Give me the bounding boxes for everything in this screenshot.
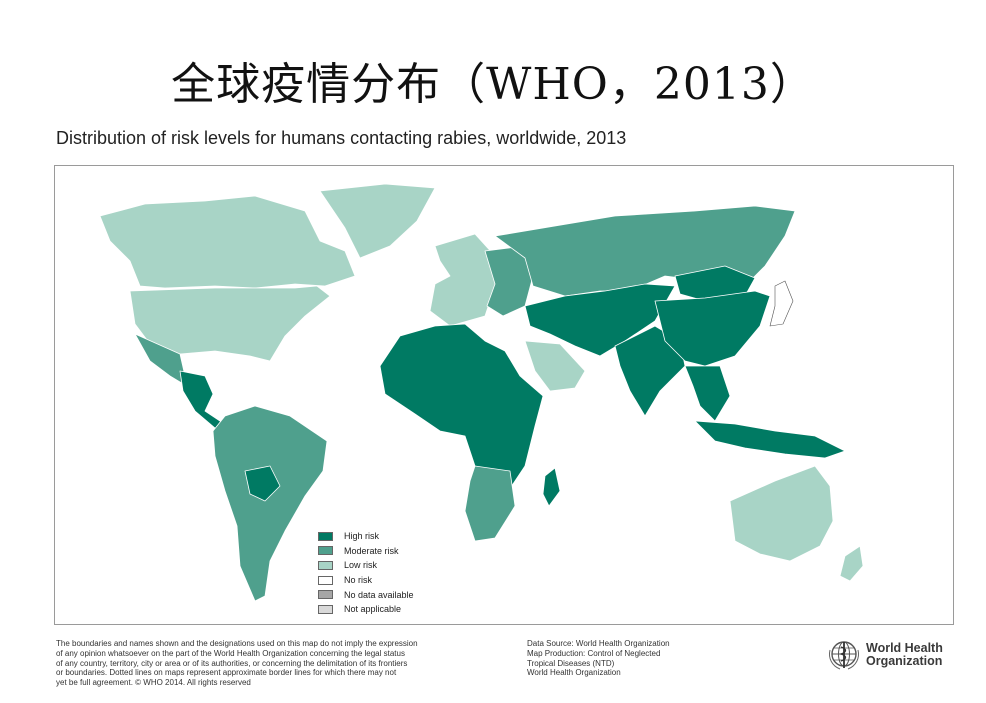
region-middle-east-central-asia xyxy=(524,283,676,357)
legend-label: Low risk xyxy=(344,560,378,571)
credits-line: Map Production: Control of Neglected xyxy=(527,648,661,658)
legend-label: No data available xyxy=(344,589,414,600)
who-logo-line2: Organization xyxy=(866,654,943,668)
legend-swatch-high-risk xyxy=(318,531,333,541)
disclaimer-line: of any country, territory, city or area … xyxy=(56,658,408,668)
legend-label: High risk xyxy=(344,531,380,542)
region-china xyxy=(654,290,771,367)
credits-line: Tropical Diseases (NTD) xyxy=(527,658,615,668)
data-source-credits: Data Source: World Health Organization M… xyxy=(527,639,767,678)
region-greenland xyxy=(319,183,436,259)
region-arabian-peninsula xyxy=(524,340,586,392)
legend-item: Moderate risk xyxy=(318,544,414,559)
disclaimer-line: of any opinion whatsoever on the part of… xyxy=(56,648,405,658)
slide-title: 全球疫情分布（WHO，2013） xyxy=(171,59,815,110)
legend-swatch-low-risk xyxy=(318,560,333,570)
world-map-canvas xyxy=(99,183,864,602)
legend-label: Not applicable xyxy=(344,604,402,615)
legend-item: Low risk xyxy=(318,558,414,573)
legend-label: No risk xyxy=(344,575,373,586)
region-central-america xyxy=(179,370,228,429)
legend-swatch-not-applicable xyxy=(318,604,333,614)
legend-swatch-no-data xyxy=(318,590,333,600)
map-title: Distribution of risk levels for humans c… xyxy=(56,128,627,148)
region-japan xyxy=(769,280,794,327)
region-africa xyxy=(379,323,544,497)
who-emblem-icon xyxy=(829,641,859,670)
disclaimer-line: yet be full agreement. © WHO 2014. All r… xyxy=(56,678,251,688)
legend-item: No risk xyxy=(318,573,414,588)
map-legend: High risk Moderate risk Low risk No risk… xyxy=(318,529,414,617)
legend-item: Not applicable xyxy=(318,602,414,617)
region-canada xyxy=(99,195,356,289)
region-indonesia xyxy=(694,420,846,459)
legend-label: Moderate risk xyxy=(344,545,399,556)
region-southern-africa xyxy=(464,465,516,542)
region-western-europe xyxy=(429,233,496,327)
credits-line: Data Source: World Health Organization xyxy=(527,639,670,648)
credits-line: World Health Organization xyxy=(527,668,621,678)
who-logo-line1: World Health xyxy=(866,641,943,655)
who-logo: World Health Organization xyxy=(826,638,943,672)
disclaimer-line: or boundaries. Dotted lines on maps repr… xyxy=(56,668,397,678)
region-australia xyxy=(729,465,834,562)
disclaimer-line: The boundaries and names shown and the d… xyxy=(56,639,418,648)
who-logo-text: World Health Organization xyxy=(866,642,943,668)
region-southeast-asia xyxy=(684,365,731,422)
legend-swatch-moderate-risk xyxy=(318,546,333,556)
region-south-america xyxy=(212,405,328,602)
disclaimer-text: The boundaries and names shown and the d… xyxy=(56,639,496,688)
region-bolivia xyxy=(244,465,281,502)
region-new-zealand xyxy=(839,545,864,582)
region-madagascar xyxy=(542,467,561,507)
legend-swatch-no-risk xyxy=(318,575,333,585)
legend-item: High risk xyxy=(318,529,414,544)
world-map: High risk Moderate risk Low risk No risk… xyxy=(54,165,954,625)
legend-item: No data available xyxy=(318,587,414,602)
